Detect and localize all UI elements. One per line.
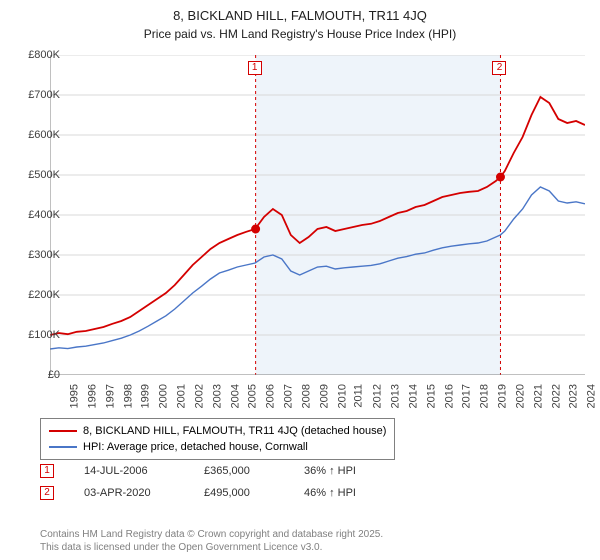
x-tick-label: 2009 (318, 384, 330, 408)
footer-line1: Contains HM Land Registry data © Crown c… (40, 528, 383, 541)
chart-svg (50, 55, 585, 375)
x-tick-label: 2005 (247, 384, 259, 408)
y-tick-label: £800K (28, 49, 60, 61)
sale-diff: 36% ↑ HPI (304, 465, 404, 477)
legend-row: HPI: Average price, detached house, Corn… (49, 439, 386, 455)
x-tick-label: 2020 (514, 384, 526, 408)
x-tick-label: 1997 (104, 384, 116, 408)
sale-price: £495,000 (204, 487, 304, 499)
y-tick-label: £400K (28, 209, 60, 221)
x-tick-label: 2013 (389, 384, 401, 408)
sale-date: 14-JUL-2006 (84, 465, 204, 477)
x-tick-label: 2003 (211, 384, 223, 408)
x-tick-label: 2016 (443, 384, 455, 408)
x-tick-label: 1999 (140, 384, 152, 408)
chart-container: 8, BICKLAND HILL, FALMOUTH, TR11 4JQ Pri… (0, 0, 600, 560)
x-tick-label: 2002 (193, 384, 205, 408)
x-tick-label: 2006 (265, 384, 277, 408)
legend: 8, BICKLAND HILL, FALMOUTH, TR11 4JQ (de… (40, 418, 395, 460)
y-tick-label: £0 (48, 369, 60, 381)
sale-marker-box: 1 (248, 61, 262, 75)
legend-label: 8, BICKLAND HILL, FALMOUTH, TR11 4JQ (de… (83, 425, 386, 437)
x-tick-label: 1998 (122, 384, 134, 408)
x-tick-label: 2022 (550, 384, 562, 408)
legend-label: HPI: Average price, detached house, Corn… (83, 441, 308, 453)
x-tick-label: 1996 (86, 384, 98, 408)
x-tick-label: 2007 (282, 384, 294, 408)
sale-row-marker: 1 (40, 464, 54, 478)
sale-diff: 46% ↑ HPI (304, 487, 404, 499)
y-tick-label: £100K (28, 329, 60, 341)
x-tick-label: 2004 (229, 384, 241, 408)
sale-row: 1 14-JUL-2006£365,00036% ↑ HPI (40, 460, 404, 482)
sale-row: 2 03-APR-2020£495,00046% ↑ HPI (40, 482, 404, 504)
x-tick-label: 2018 (479, 384, 491, 408)
y-tick-label: £700K (28, 89, 60, 101)
chart-area (50, 55, 585, 375)
x-tick-label: 1995 (68, 384, 80, 408)
chart-title: 8, BICKLAND HILL, FALMOUTH, TR11 4JQ (0, 0, 600, 23)
x-tick-label: 2011 (353, 384, 365, 408)
sale-row-marker: 2 (40, 486, 54, 500)
x-tick-label: 2000 (158, 384, 170, 408)
y-tick-label: £500K (28, 169, 60, 181)
sales-table: 1 14-JUL-2006£365,00036% ↑ HPI 2 03-APR-202… (40, 460, 404, 504)
x-tick-label: 2001 (175, 384, 187, 408)
x-tick-label: 2010 (336, 384, 348, 408)
footer-line2: This data is licensed under the Open Gov… (40, 541, 383, 554)
footer: Contains HM Land Registry data © Crown c… (40, 528, 383, 554)
x-tick-label: 2017 (461, 384, 473, 408)
x-tick-label: 2015 (425, 384, 437, 408)
x-tick-label: 2014 (407, 384, 419, 408)
x-tick-label: 2023 (568, 384, 580, 408)
x-tick-label: 2024 (586, 384, 598, 408)
legend-row: 8, BICKLAND HILL, FALMOUTH, TR11 4JQ (de… (49, 423, 386, 439)
x-tick-label: 2012 (372, 384, 384, 408)
sale-marker-box: 2 (492, 61, 506, 75)
y-tick-label: £300K (28, 249, 60, 261)
legend-line (49, 430, 77, 432)
x-tick-label: 2019 (496, 384, 508, 408)
x-tick-label: 2021 (532, 384, 544, 408)
chart-subtitle: Price paid vs. HM Land Registry's House … (0, 23, 600, 47)
x-tick-label: 2008 (300, 384, 312, 408)
sale-price: £365,000 (204, 465, 304, 477)
y-tick-label: £600K (28, 129, 60, 141)
y-tick-label: £200K (28, 289, 60, 301)
sale-date: 03-APR-2020 (84, 487, 204, 499)
legend-line (49, 446, 77, 448)
